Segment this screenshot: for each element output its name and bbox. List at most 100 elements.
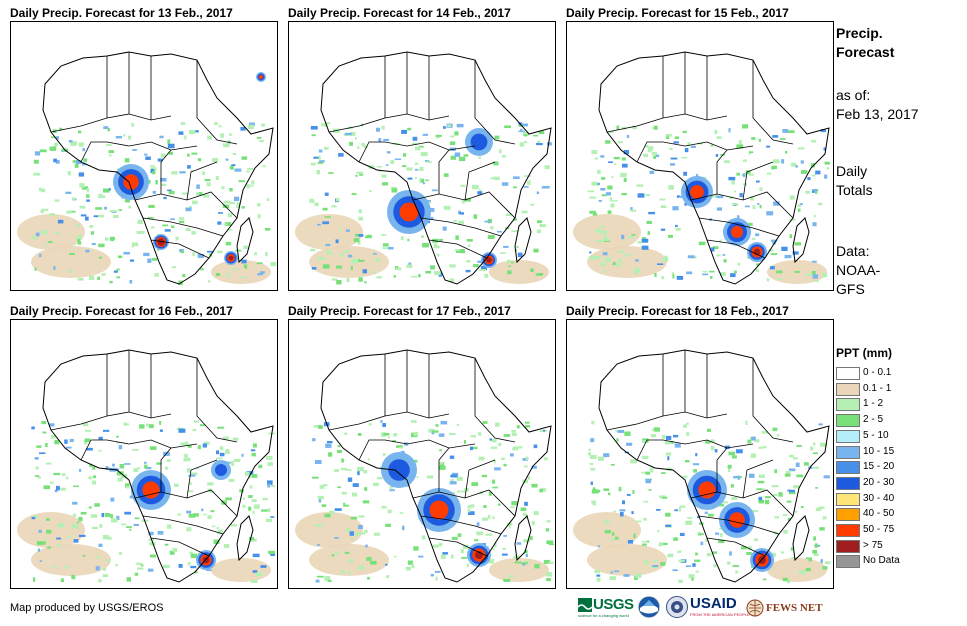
precip-cell xyxy=(778,492,783,497)
precip-cell xyxy=(470,435,476,438)
precip-cell xyxy=(350,538,355,540)
precip-cell xyxy=(494,542,497,548)
precip-cell xyxy=(826,167,830,170)
precip-cell xyxy=(819,442,826,447)
precip-cell xyxy=(226,273,230,277)
precip-cell xyxy=(117,477,123,482)
precip-cell xyxy=(467,511,475,516)
precip-cell xyxy=(312,438,316,442)
precip-cell xyxy=(433,243,437,247)
precip-cell xyxy=(539,224,546,228)
precip-cell xyxy=(512,186,517,189)
country-border xyxy=(428,537,488,557)
precip-cell xyxy=(742,159,748,162)
precip-cell xyxy=(407,177,413,180)
precip-cell xyxy=(98,436,103,440)
precip-cell xyxy=(39,149,47,153)
precip-cell xyxy=(55,160,60,164)
precip-cell xyxy=(592,501,596,506)
precip-cell xyxy=(772,493,778,497)
precip-cell xyxy=(464,198,471,202)
precip-cell xyxy=(31,426,35,430)
precip-cell xyxy=(206,182,211,187)
dry-area xyxy=(17,214,85,250)
precip-cell xyxy=(449,481,457,485)
precip-cell xyxy=(733,190,736,193)
precip-cell xyxy=(179,249,184,253)
precip-cell xyxy=(267,508,271,513)
precip-cell xyxy=(499,252,506,254)
precip-cell xyxy=(685,460,690,463)
precip-cell xyxy=(522,512,527,516)
precip-cell xyxy=(589,462,594,465)
precip-cell xyxy=(477,191,483,195)
precip-cell xyxy=(268,550,276,555)
precip-cell xyxy=(651,429,655,431)
precip-cell xyxy=(246,170,250,173)
precip-cell xyxy=(347,477,353,482)
precip-cell xyxy=(501,182,509,186)
usaid-logo: USAID FROM THE AMERICAN PEOPLE xyxy=(690,596,750,620)
precip-cell xyxy=(710,439,715,443)
precip-cell xyxy=(677,550,682,553)
precip-cell xyxy=(41,421,47,425)
precip-cell xyxy=(662,542,668,546)
precip-cell xyxy=(731,180,735,185)
legend-label: > 75 xyxy=(863,539,883,551)
precip-cell xyxy=(43,538,47,541)
precip-cell xyxy=(314,202,319,207)
precip-cell xyxy=(450,155,457,160)
precip-cell xyxy=(685,520,693,525)
precip-cell xyxy=(192,428,197,432)
precip-cell xyxy=(473,214,478,219)
precip-cell xyxy=(343,502,346,505)
precip-cell xyxy=(85,216,89,221)
precip-cell xyxy=(364,529,368,534)
precip-cell xyxy=(603,453,610,458)
precip-cell xyxy=(38,187,42,192)
precip-cell xyxy=(363,470,368,474)
precip-cell xyxy=(365,544,368,548)
precip-cell xyxy=(698,533,704,536)
precip-cell xyxy=(319,485,325,489)
precip-cell xyxy=(635,259,639,262)
precip-cell xyxy=(326,249,330,254)
precip-cell xyxy=(235,249,242,252)
precip-cell xyxy=(727,468,731,473)
precip-cell xyxy=(55,544,62,547)
precip-cell xyxy=(99,524,103,528)
country-border xyxy=(142,515,224,535)
precip-cell xyxy=(813,553,819,557)
precip-cell xyxy=(168,190,175,195)
precip-cell xyxy=(254,252,257,256)
precip-cell xyxy=(467,509,471,513)
precip-cell xyxy=(670,157,678,160)
precip-cell xyxy=(589,455,597,460)
precip-cell xyxy=(41,208,49,211)
precip-cell xyxy=(411,276,418,278)
coastline xyxy=(42,51,274,285)
precip-cell xyxy=(180,122,186,125)
precip-cell xyxy=(731,497,738,501)
precip-cell xyxy=(202,443,208,448)
precip-cell xyxy=(345,229,350,232)
precip-cell xyxy=(378,138,382,143)
precip-cell xyxy=(438,238,443,242)
precip-cell xyxy=(65,566,69,569)
data-label: Data: xyxy=(836,243,870,259)
precip-cell xyxy=(548,561,554,564)
precip-cell xyxy=(732,565,740,567)
precip-cell xyxy=(316,170,321,175)
precip-cell xyxy=(34,267,37,271)
precip-cell xyxy=(523,465,528,468)
precip-cell xyxy=(175,236,179,241)
precip-cell xyxy=(357,433,362,436)
coastline xyxy=(320,349,552,583)
precip-cell xyxy=(372,253,377,255)
precip-cell xyxy=(136,467,141,469)
precip-cell xyxy=(327,579,332,582)
usgs-tagline: science for a changing world xyxy=(578,613,629,618)
legend-label: 2 - 5 xyxy=(863,414,884,426)
precip-cell xyxy=(709,270,715,273)
precip-cell xyxy=(361,143,365,146)
